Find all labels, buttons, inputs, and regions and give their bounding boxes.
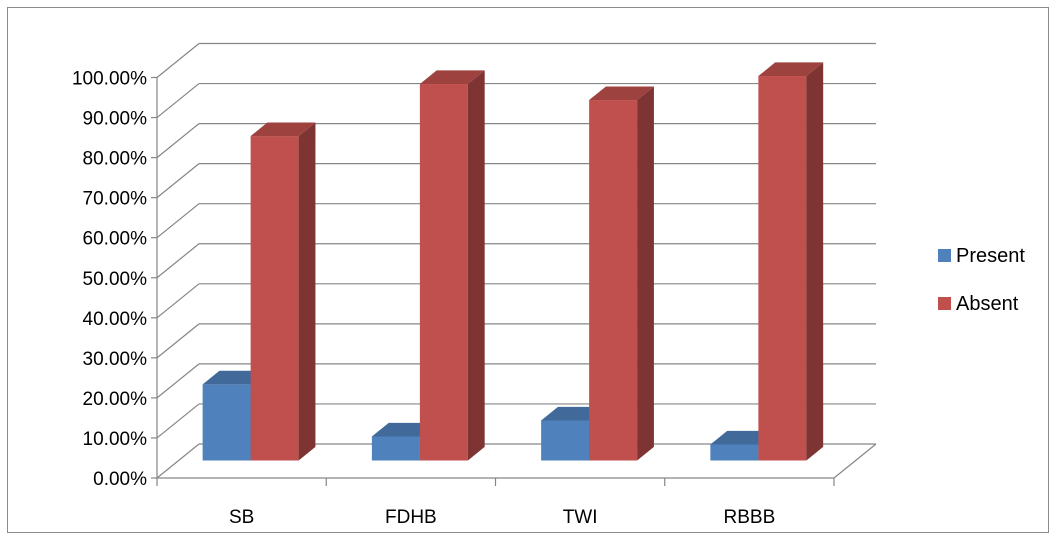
bar-top [758, 62, 824, 77]
x-tick-label: SB [229, 507, 254, 528]
gridline-side [156, 203, 200, 239]
y-tick-label: 40.00% [83, 309, 148, 330]
legend: Present Absent [938, 245, 1025, 315]
bar-side [806, 62, 824, 461]
gridline-side [156, 123, 200, 159]
gridline-side [156, 283, 200, 319]
y-tick-label: 0.00% [93, 469, 147, 490]
bar-top [419, 70, 485, 85]
bar-front [371, 436, 420, 461]
x-tick-label: RBBB [724, 507, 776, 528]
bar-front [589, 100, 638, 461]
gridline-side [156, 83, 200, 119]
gridline-side [156, 443, 200, 479]
gridline-side [156, 363, 200, 399]
x-tick-label: TWI [563, 507, 598, 528]
bar-front [250, 136, 299, 461]
bar-front [202, 384, 251, 461]
x-axis-labels: SB FDHB TWI RBBB [156, 478, 835, 528]
bar-absent [758, 62, 824, 461]
legend-label: Absent [956, 293, 1019, 315]
y-tick-label: 30.00% [83, 349, 148, 370]
bar-absent [419, 70, 485, 461]
y-tick-label: 80.00% [83, 149, 148, 170]
gridline-side [156, 163, 200, 199]
bar-top [589, 86, 654, 101]
bar-side [637, 86, 654, 461]
bar-front [710, 444, 759, 461]
chart-floor [833, 443, 877, 479]
y-tick-label: 70.00% [83, 189, 148, 210]
y-axis-labels: 0.00% 10.00% 20.00% 30.00% 40.00% 50.00% 60.00… [72, 69, 157, 490]
bar-front [758, 76, 807, 461]
gridline-side [156, 403, 200, 439]
gridline-side [156, 43, 200, 78]
bar-front [419, 84, 468, 461]
x-tick-label: FDHB [385, 507, 437, 528]
bar-absent [589, 86, 654, 461]
bar-side [298, 122, 316, 461]
floor-edge [833, 443, 877, 479]
gridline-side [156, 243, 200, 279]
bar-top [250, 122, 316, 137]
legend-swatch [938, 249, 951, 262]
y-tick-label: 50.00% [83, 269, 148, 290]
legend-label: Present [956, 245, 1025, 267]
y-tick-label: 60.00% [83, 229, 148, 250]
bar-side [467, 70, 485, 461]
y-tick-label: 90.00% [83, 109, 148, 130]
y-tick-label: 100.00% [72, 69, 147, 90]
chart-border [7, 7, 1049, 533]
bar-absent [250, 122, 316, 461]
bar-front [541, 420, 590, 461]
gridline-side [156, 323, 200, 359]
legend-swatch [938, 297, 951, 310]
bars [202, 62, 824, 461]
y-tick-label: 20.00% [83, 389, 148, 410]
y-tick-label: 10.00% [83, 429, 148, 450]
